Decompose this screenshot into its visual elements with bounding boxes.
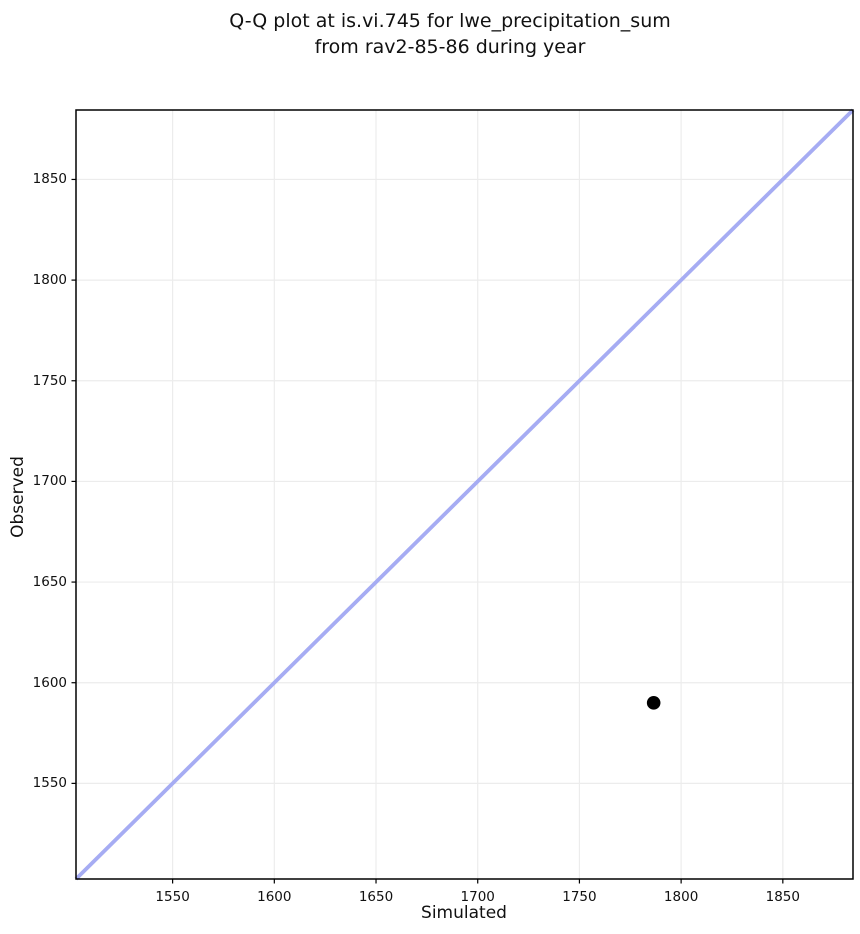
- y-tick-label: 1600: [32, 674, 67, 691]
- y-tick-label: 1650: [32, 574, 67, 591]
- y-axis-tick-labels: 1550 1600 1650 1700 1750 1800 1850: [0, 0, 67, 934]
- y-tick-label: 1850: [32, 171, 67, 188]
- data-point: [646, 696, 661, 710]
- x-tick-label: 1850: [765, 889, 800, 905]
- x-tick-label: 1800: [663, 889, 699, 905]
- chart-title-line-1: Q-Q plot at is.vi.745 for lwe_precipitat…: [229, 10, 671, 32]
- x-tick-label: 1750: [562, 889, 597, 905]
- y-tick-label: 1700: [32, 473, 67, 490]
- y-tick-label: 1800: [32, 272, 67, 289]
- plot-border: [75, 109, 854, 880]
- y-tick-label: 1750: [32, 372, 67, 389]
- x-axis-label: Simulated: [421, 903, 507, 923]
- chart-title-line-2: from rav2-85-86 during year: [314, 36, 586, 58]
- x-tick-label: 1600: [257, 889, 292, 905]
- x-tick-label: 1550: [155, 889, 190, 905]
- x-axis-tick-labels: 1550 1600 1650 1700 1750 1800 1850: [0, 889, 860, 907]
- y-tick-label: 1550: [32, 775, 67, 792]
- x-tick-label: 1650: [358, 889, 394, 905]
- identity_line: [74, 108, 855, 881]
- chart-title: Q-Q plot at is.vi.745 for lwe_precipitat…: [229, 8, 671, 60]
- x-tick-label: 1700: [460, 889, 495, 905]
